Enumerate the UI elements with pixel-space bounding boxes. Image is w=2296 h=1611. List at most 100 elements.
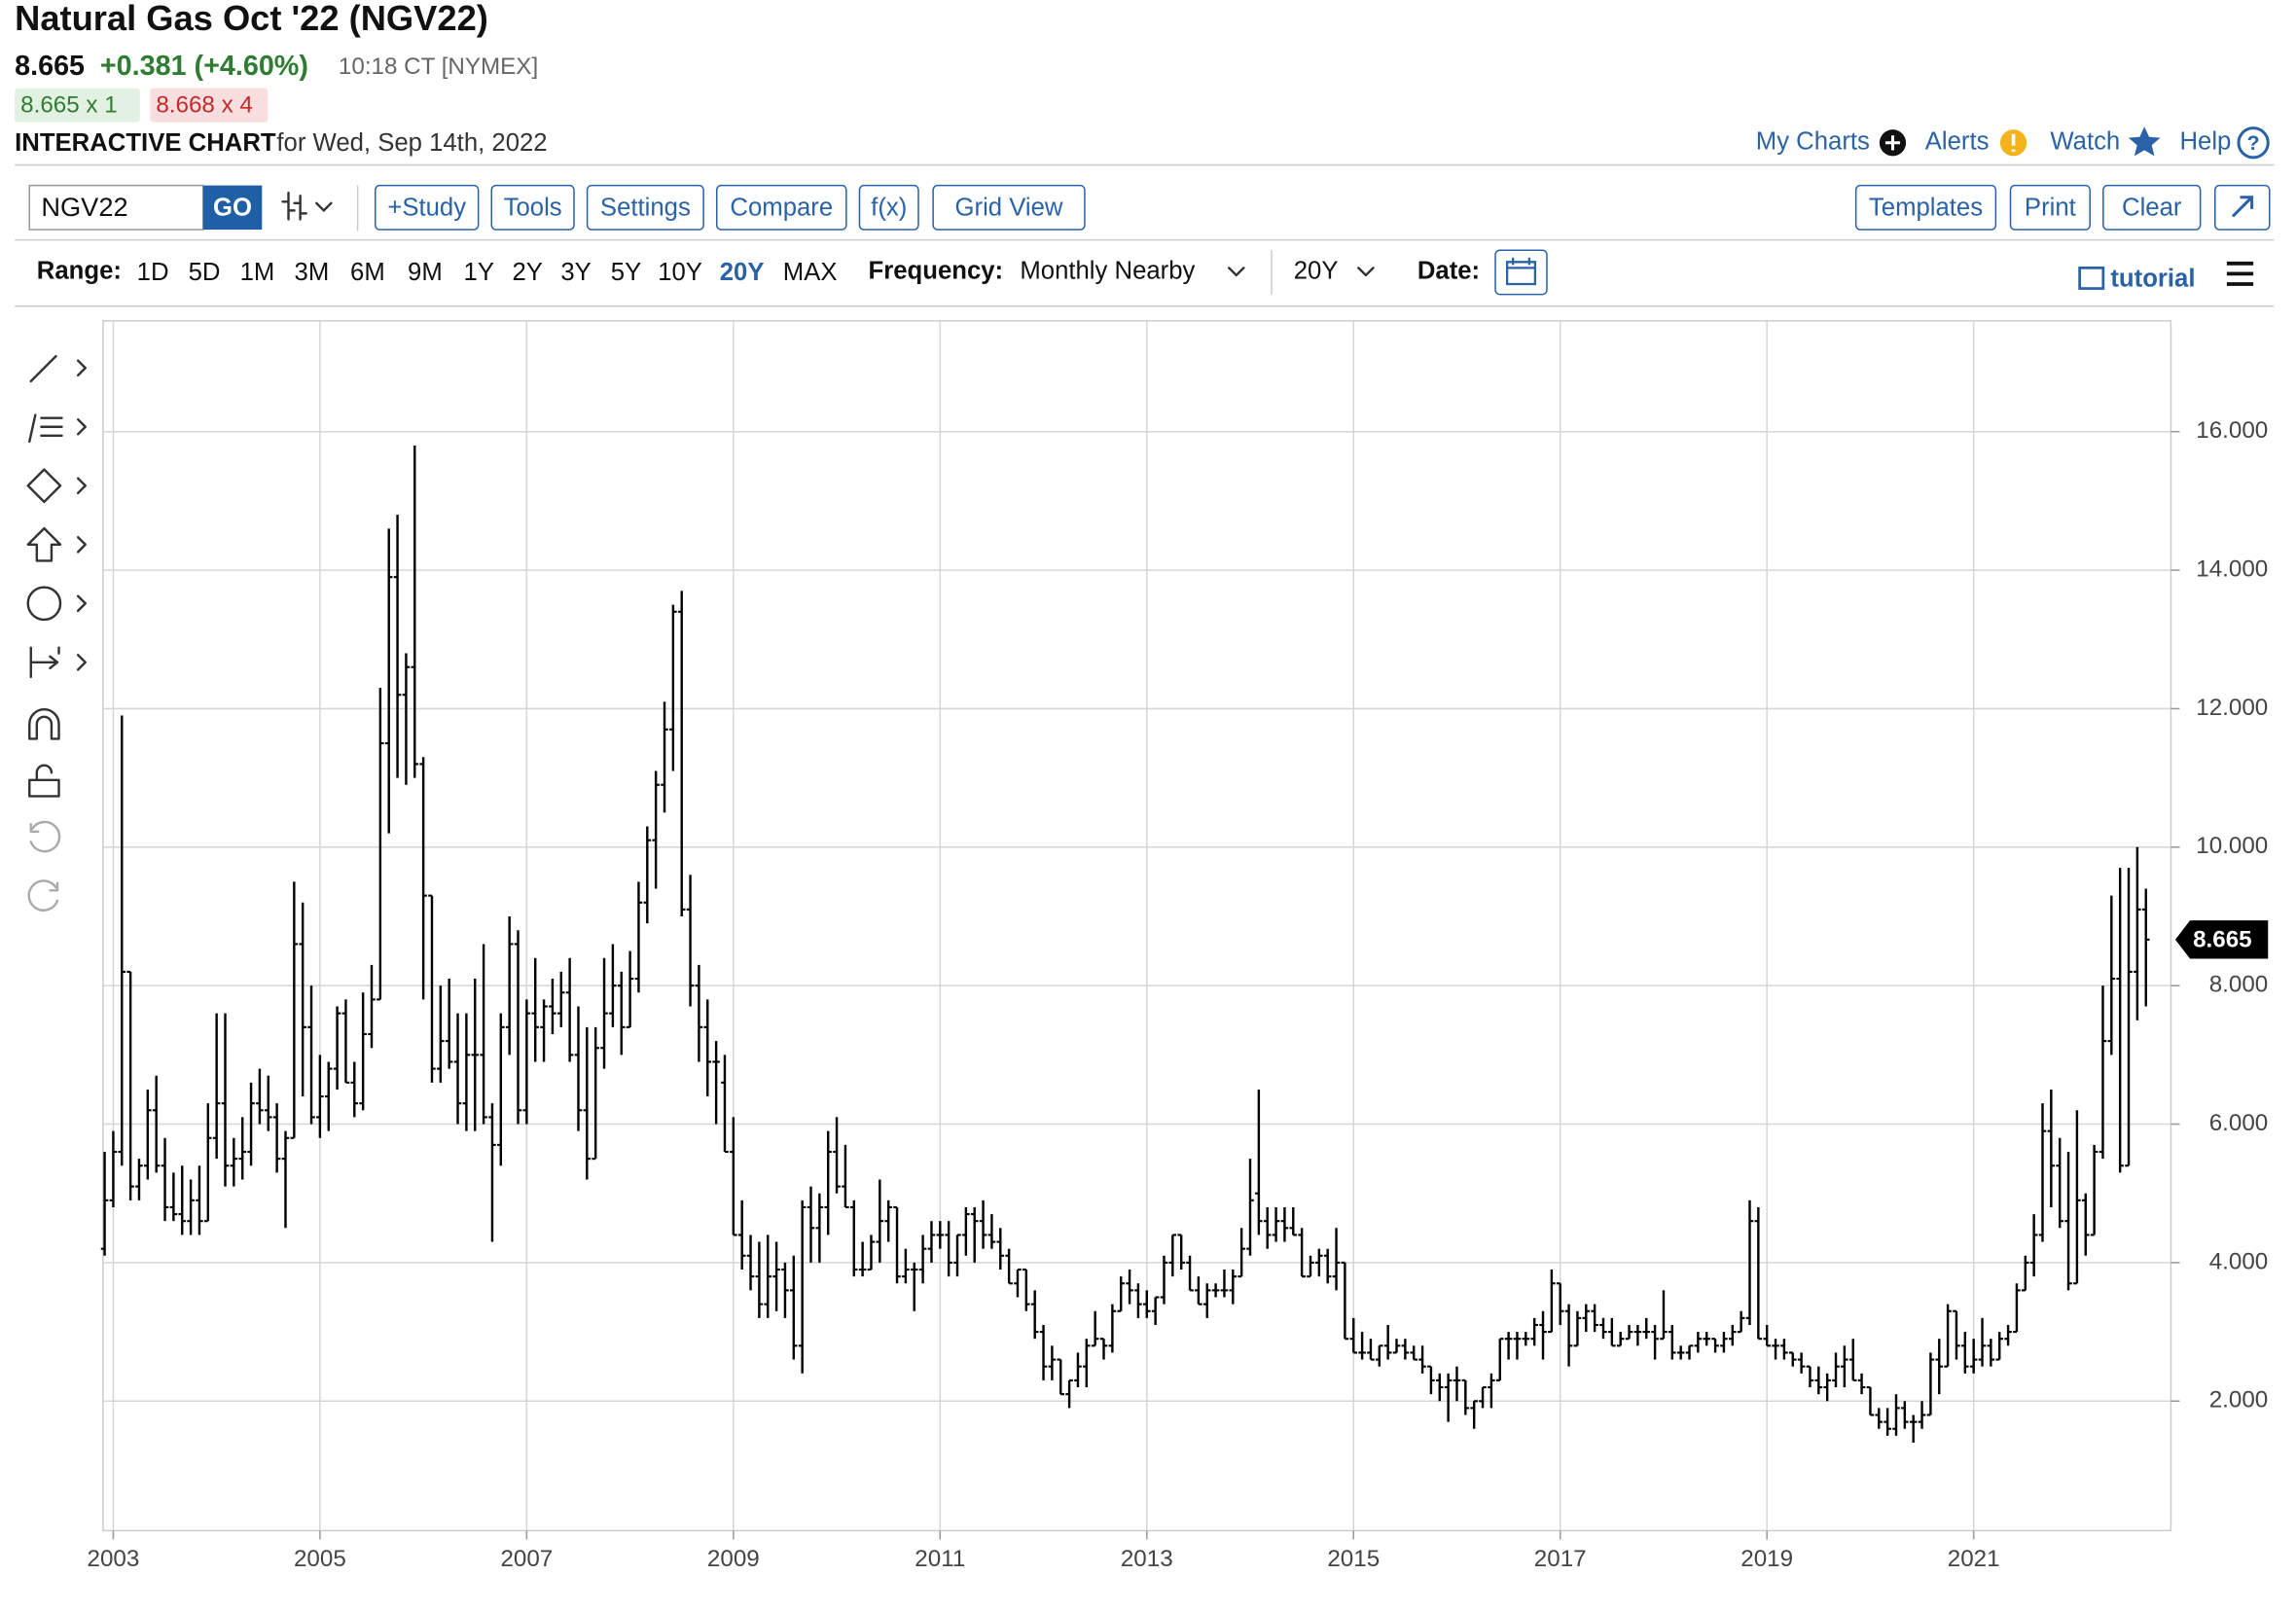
annotation-tool[interactable] [26, 586, 62, 622]
page-title: Natural Gas Oct '22 (NGV22) [15, 0, 488, 38]
quote-time: 10:18 CT [NYMEX] [339, 54, 538, 80]
date-label: Date: [1417, 258, 1480, 285]
symbol-text: NGV22 [41, 192, 127, 222]
toolbar-button[interactable] [715, 184, 847, 231]
lock-tool[interactable] [28, 764, 60, 798]
y-tick-label: 10.000 [2196, 833, 2268, 859]
x-tick-label: 2019 [1740, 1546, 1793, 1572]
button-label: Tools [504, 195, 562, 222]
plot-frame [102, 320, 2172, 1532]
go-label: GO [213, 195, 252, 222]
x-tick-label: 2013 [1121, 1546, 1173, 1572]
range-option[interactable]: 1M [240, 259, 275, 286]
arrow-tool[interactable] [26, 526, 87, 562]
range-option[interactable]: 20Y [720, 259, 765, 286]
tutorial-icon [2078, 267, 2105, 290]
last-price-label: 8.665 [2193, 927, 2252, 953]
x-tick-label: 2015 [1327, 1546, 1380, 1572]
range-option[interactable]: 10Y [658, 259, 702, 286]
range-option[interactable]: 5Y [611, 259, 641, 286]
toolbar-button[interactable] [932, 184, 1086, 231]
shape-tool[interactable] [26, 468, 87, 504]
menu-icon[interactable] [2226, 261, 2254, 286]
period-select[interactable]: 20Y [1294, 258, 1339, 285]
watch-icon[interactable] [2128, 126, 2161, 157]
button-label: Settings [600, 195, 691, 222]
fib-tool[interactable] [28, 413, 87, 444]
y-tick-label: 4.000 [2209, 1248, 2269, 1274]
plus-glyph [1884, 135, 1901, 151]
button-label: f(x) [871, 195, 907, 222]
range-option[interactable]: 5D [189, 259, 221, 286]
y-tick-label: 16.000 [2196, 417, 2268, 444]
toolbar-button[interactable] [2102, 184, 2202, 231]
range-label: Range: [37, 258, 122, 285]
help-glyph: ? [2247, 132, 2260, 155]
range-option[interactable]: 6M [350, 259, 385, 286]
toolbar-button[interactable] [1854, 184, 1997, 231]
x-tick-label: 2017 [1534, 1546, 1587, 1572]
tutorial-link[interactable]: tutorial [2110, 265, 2195, 292]
button-label: +Study [387, 195, 466, 222]
y-tick-label: 14.000 [2196, 555, 2268, 582]
calendar-glyph [1505, 257, 1537, 286]
x-tick-label: 2003 [88, 1546, 140, 1572]
frequency-label: Frequency: [869, 258, 1004, 285]
chart-date: for Wed, Sep 14th, 2022 [276, 129, 547, 157]
line-tool[interactable] [29, 354, 87, 383]
help-icon[interactable] [2237, 126, 2270, 160]
range-option[interactable]: 3Y [560, 259, 591, 286]
last-price: 8.665 [15, 51, 85, 82]
y-tick-label: 6.000 [2209, 1110, 2269, 1136]
expand-glyph [2231, 196, 2254, 218]
drawing-tools [26, 354, 87, 912]
bid-box [15, 88, 140, 123]
y-tick-label: 12.000 [2196, 695, 2268, 721]
magnet-tool[interactable] [28, 708, 60, 740]
ask-box [150, 88, 269, 123]
price-change: +0.381 (+4.60%) [100, 51, 308, 82]
calendar-button[interactable] [1494, 249, 1548, 296]
x-tick-label: 2011 [915, 1546, 965, 1572]
range-option[interactable]: 9M [408, 259, 443, 286]
last-price-flag [2174, 920, 2269, 959]
x-tick-label: 2009 [707, 1546, 760, 1572]
frequency-select[interactable]: Monthly Nearby [1020, 258, 1195, 285]
chevron [1227, 267, 1245, 277]
button-label: Templates [1869, 195, 1983, 222]
toolbar-button[interactable] [375, 184, 480, 231]
top-link[interactable]: My Charts [1756, 128, 1870, 156]
y-tick-label: 8.000 [2209, 972, 2269, 998]
toolbar-button[interactable] [858, 184, 919, 231]
button-label: Print [2025, 195, 2076, 222]
x-tick-label: 2005 [294, 1546, 346, 1572]
redo-tool[interactable] [27, 879, 59, 912]
range-option[interactable]: 1D [137, 259, 169, 286]
range-option[interactable]: MAX [783, 259, 838, 286]
chart-type-icon[interactable] [281, 192, 333, 221]
toolbar-button[interactable] [490, 184, 575, 231]
range-option[interactable]: 2Y [512, 259, 542, 286]
measure-tool[interactable] [29, 594, 87, 679]
undo-tool[interactable] [29, 820, 61, 853]
bid: 8.665 x 1 [20, 91, 118, 118]
x-tick-label: 2007 [500, 1546, 553, 1572]
toolbar-button[interactable] [2009, 184, 2091, 231]
toolbar-button[interactable] [586, 184, 704, 231]
go-button[interactable] [202, 185, 263, 231]
y-tick-label: 2.000 [2209, 1387, 2269, 1414]
chevron [1357, 267, 1375, 277]
button-label: Clear [2122, 195, 2182, 222]
top-link[interactable]: Alerts [1925, 128, 1990, 156]
x-tick-label: 2021 [1948, 1546, 2000, 1572]
ask: 8.668 x 4 [156, 91, 253, 118]
range-option[interactable]: 1Y [464, 259, 494, 286]
button-label: Grid View [955, 195, 1063, 222]
chart-label: INTERACTIVE CHART [15, 129, 276, 157]
button-label: Compare [730, 195, 833, 222]
top-link[interactable]: Watch [2050, 128, 2120, 156]
range-option[interactable]: 3M [295, 259, 330, 286]
top-link[interactable]: Help [2179, 128, 2231, 156]
